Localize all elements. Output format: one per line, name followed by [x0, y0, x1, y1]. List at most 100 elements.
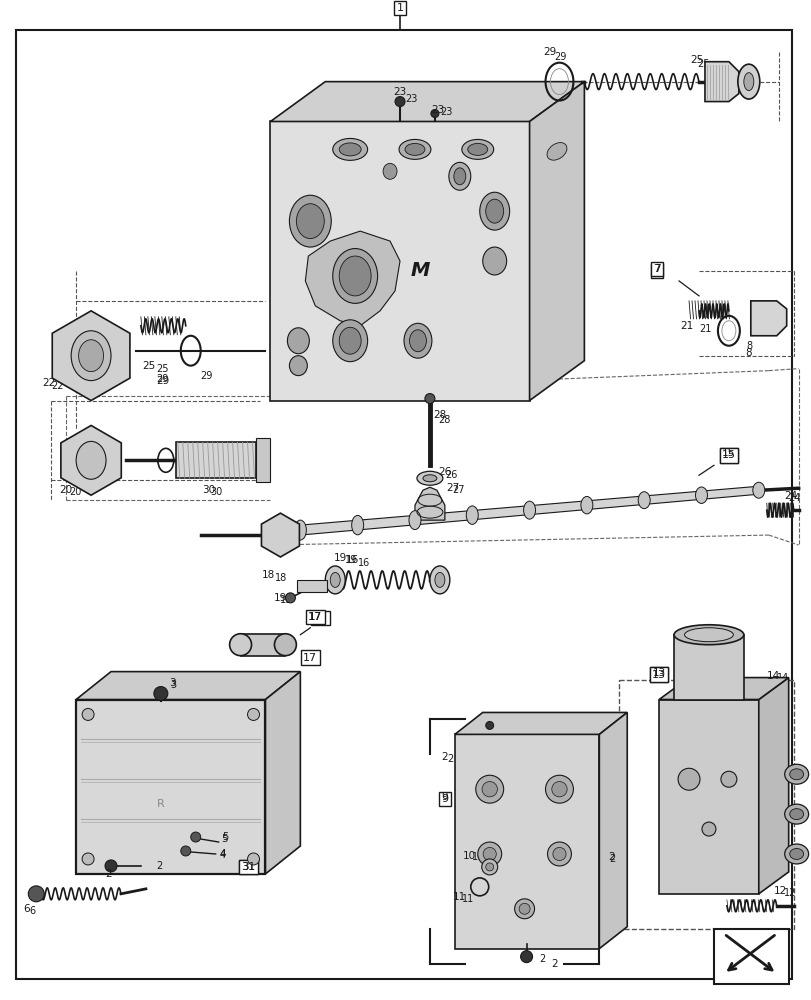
Polygon shape	[599, 712, 626, 949]
Text: 27: 27	[446, 483, 459, 493]
Ellipse shape	[637, 492, 650, 509]
Text: 11: 11	[453, 892, 466, 902]
Text: 19: 19	[273, 593, 287, 603]
Text: 20: 20	[69, 487, 81, 497]
Polygon shape	[76, 672, 300, 700]
Ellipse shape	[485, 863, 493, 871]
Circle shape	[247, 853, 260, 865]
Text: 23: 23	[393, 87, 406, 97]
Circle shape	[431, 110, 439, 118]
Ellipse shape	[383, 163, 397, 179]
Text: 14: 14	[776, 673, 788, 683]
Bar	[619, 680, 792, 929]
Ellipse shape	[789, 769, 803, 780]
Ellipse shape	[483, 247, 506, 275]
Text: 21: 21	[680, 321, 693, 331]
Circle shape	[247, 708, 260, 720]
Text: 21: 21	[698, 324, 710, 334]
Ellipse shape	[398, 139, 431, 159]
Ellipse shape	[789, 848, 803, 859]
Text: 3: 3	[169, 678, 176, 688]
Polygon shape	[414, 487, 444, 520]
Text: 28: 28	[433, 410, 446, 420]
Text: 5: 5	[222, 832, 229, 842]
Text: 8: 8	[746, 341, 752, 351]
Circle shape	[394, 97, 405, 107]
Circle shape	[485, 721, 493, 729]
Polygon shape	[265, 672, 300, 874]
Ellipse shape	[339, 143, 361, 156]
Text: 27: 27	[451, 485, 464, 495]
Ellipse shape	[404, 323, 431, 358]
Text: 25: 25	[689, 55, 703, 65]
Text: 4: 4	[219, 850, 225, 860]
Circle shape	[424, 394, 435, 404]
Ellipse shape	[547, 143, 566, 160]
Text: 17: 17	[313, 613, 327, 623]
Text: 19: 19	[333, 553, 346, 563]
Text: 2: 2	[551, 959, 557, 969]
Text: 13: 13	[652, 668, 665, 678]
Ellipse shape	[76, 441, 106, 479]
Ellipse shape	[518, 903, 530, 914]
Ellipse shape	[720, 771, 736, 787]
Ellipse shape	[71, 331, 111, 381]
Text: 14: 14	[766, 671, 779, 681]
Text: 19: 19	[345, 555, 357, 565]
Ellipse shape	[477, 842, 501, 866]
Ellipse shape	[677, 768, 699, 790]
Text: 26: 26	[444, 470, 457, 480]
Text: 15: 15	[721, 450, 735, 460]
Text: 6: 6	[29, 906, 36, 916]
Ellipse shape	[230, 634, 251, 656]
Ellipse shape	[580, 496, 592, 514]
Text: 17: 17	[308, 612, 321, 622]
Bar	[240, 634, 285, 656]
Text: 8: 8	[744, 348, 751, 358]
Text: 11: 11	[461, 894, 474, 904]
Text: 2: 2	[539, 954, 545, 964]
Ellipse shape	[695, 487, 706, 503]
Polygon shape	[270, 82, 584, 121]
Text: 22: 22	[42, 378, 56, 388]
Ellipse shape	[702, 822, 715, 836]
Text: 2: 2	[441, 752, 448, 762]
Text: 2: 2	[105, 869, 112, 879]
Ellipse shape	[752, 482, 764, 498]
Text: 29: 29	[554, 52, 566, 62]
Ellipse shape	[483, 847, 496, 861]
Circle shape	[191, 832, 200, 842]
Ellipse shape	[423, 475, 436, 482]
Ellipse shape	[467, 143, 487, 155]
Polygon shape	[52, 311, 130, 401]
Ellipse shape	[461, 139, 493, 159]
Ellipse shape	[333, 138, 367, 160]
Bar	[255, 438, 270, 482]
Ellipse shape	[514, 899, 534, 919]
Text: 6: 6	[23, 904, 29, 914]
Text: 15: 15	[721, 448, 735, 458]
Text: 23: 23	[405, 94, 417, 104]
Circle shape	[153, 687, 168, 701]
Polygon shape	[750, 301, 786, 336]
Text: 13: 13	[651, 670, 665, 680]
Text: R: R	[157, 799, 165, 809]
Polygon shape	[261, 513, 299, 557]
Ellipse shape	[485, 199, 503, 223]
Text: 12: 12	[783, 888, 795, 898]
Text: 30: 30	[210, 487, 223, 497]
Polygon shape	[659, 700, 757, 894]
Polygon shape	[61, 425, 121, 495]
Bar	[297, 580, 327, 592]
Text: 2: 2	[156, 861, 162, 871]
Ellipse shape	[289, 356, 307, 376]
Text: M: M	[410, 261, 429, 280]
Text: 23: 23	[431, 105, 444, 115]
Ellipse shape	[435, 572, 444, 587]
Text: 13: 13	[651, 670, 665, 680]
Ellipse shape	[482, 782, 497, 797]
Text: 10: 10	[471, 852, 483, 862]
Text: 4: 4	[219, 849, 225, 859]
Circle shape	[82, 853, 94, 865]
Circle shape	[82, 708, 94, 720]
